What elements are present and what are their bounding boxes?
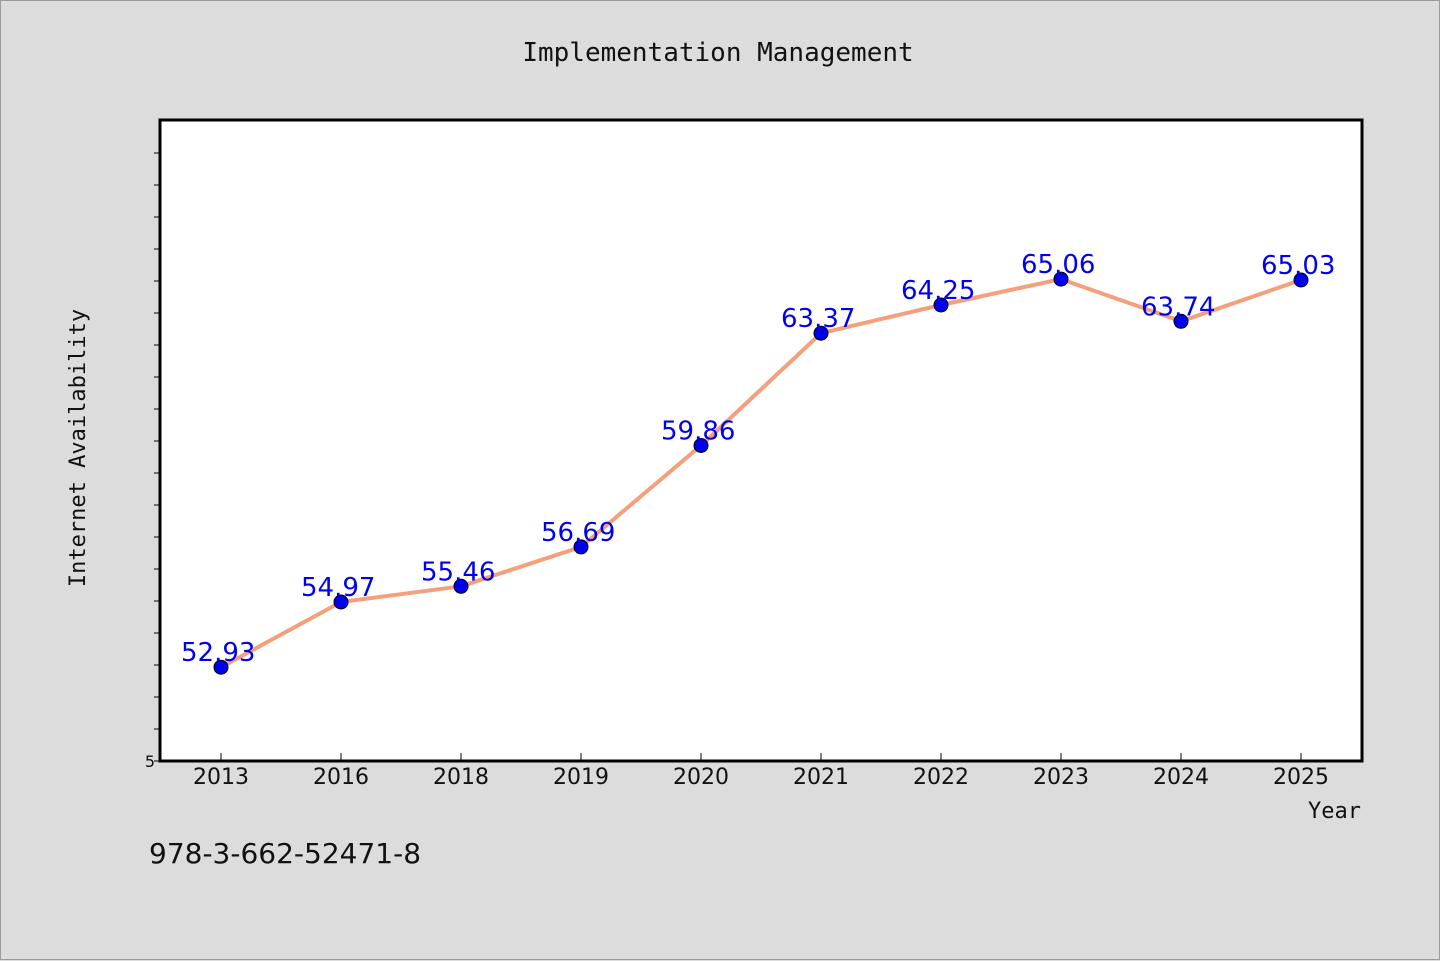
x-tick-label: 2024 xyxy=(1153,765,1209,790)
x-tick-label: 2021 xyxy=(793,765,849,790)
x-tick-label: 2018 xyxy=(433,765,489,790)
data-point xyxy=(693,438,709,453)
data-label: 52.93 xyxy=(181,638,255,668)
plot-area xyxy=(158,118,1364,763)
x-tick-label: 2016 xyxy=(313,765,369,790)
data-point xyxy=(1173,313,1189,329)
x-tick-label: 2019 xyxy=(553,765,609,790)
x-tick-label: 2023 xyxy=(1033,765,1089,790)
data-point xyxy=(213,659,229,675)
data-point xyxy=(1293,272,1309,288)
data-label: 65.03 xyxy=(1261,251,1335,281)
data-label: 64.25 xyxy=(901,276,975,306)
x-tick-label: 2025 xyxy=(1273,765,1329,790)
footnote-isbn: 978-3-662-52471-8 xyxy=(149,837,421,870)
x-tick-label: 2020 xyxy=(673,765,729,790)
data-point xyxy=(933,297,949,313)
x-tick-label: 2022 xyxy=(913,765,969,790)
y-axis-label: Internet Availability xyxy=(66,309,91,587)
data-markers xyxy=(213,271,1309,675)
data-point xyxy=(453,578,469,594)
data-point xyxy=(333,594,349,610)
x-tick-label: 2013 xyxy=(193,765,249,790)
data-label: 54.97 xyxy=(301,573,375,603)
y-tick-label: 5 xyxy=(145,752,155,771)
x-axis-ticks: 2013 2016 2018 2019 2020 2021 2022 2023 2024 2025 xyxy=(193,753,1329,790)
series-line xyxy=(220,277,1302,669)
chart-title: Implementation Management xyxy=(522,38,913,68)
x-axis-label: Year xyxy=(1308,799,1361,824)
data-label: 56.69 xyxy=(541,518,615,548)
data-label: 59.86 xyxy=(661,417,735,447)
data-point xyxy=(573,539,589,555)
data-labels: 52.93 54.97 55.46 56.69 59.86 63.37 64.25 65.06… xyxy=(181,250,1335,668)
data-label: 55.46 xyxy=(421,557,495,587)
data-label: 65.06 xyxy=(1021,250,1095,280)
y-axis-ticks: 5 xyxy=(145,152,161,771)
data-label: 63.37 xyxy=(781,304,855,334)
data-label: 63.74 xyxy=(1141,292,1215,322)
data-point xyxy=(813,325,829,341)
data-point xyxy=(1053,271,1069,287)
